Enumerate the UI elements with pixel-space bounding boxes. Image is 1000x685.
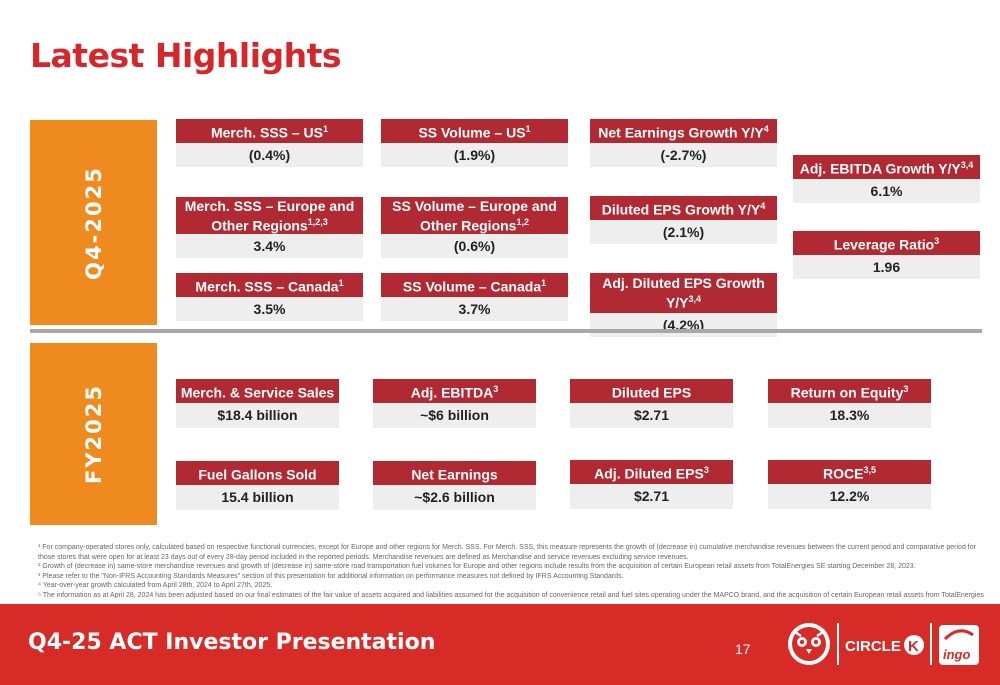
card-value: (1.9%): [381, 142, 568, 167]
card-leverage-ratio: Leverage Ratio3 1.96: [793, 231, 980, 279]
card-value: (4.2%): [590, 312, 777, 337]
card-value: (0.4%): [176, 142, 363, 167]
card-value: 3.7%: [381, 296, 568, 321]
card-roce: ROCE3,5 12.2%: [768, 460, 931, 509]
couche-tard-logo-icon: [788, 623, 830, 665]
footnote-5: ⁵ The information as at April 28, 2024 h…: [38, 591, 986, 599]
card-value: 1.96: [793, 254, 980, 279]
card-header: Diluted EPS: [570, 379, 733, 403]
card-header: Net Earnings: [373, 461, 536, 485]
card-ss-volume-us: SS Volume – US1 (1.9%): [381, 119, 568, 167]
card-diluted-eps-growth: Diluted EPS Growth Y/Y4 (2.1%): [590, 196, 777, 244]
ingo-logo-icon: ingo: [939, 625, 979, 665]
card-adj-diluted-eps-growth: Adj. Diluted EPS Growth Y/Y3,4 (4.2%): [590, 273, 777, 337]
card-header: Adj. Diluted EPS Growth Y/Y3,4: [590, 273, 777, 313]
section-divider: [30, 329, 982, 333]
card-ss-volume-canada: SS Volume – Canada1 3.7%: [381, 273, 568, 321]
card-header: ROCE3,5: [768, 460, 931, 484]
card-value: ~$6 billion: [373, 402, 536, 428]
card-value: $2.71: [570, 483, 733, 509]
footnote-4: ⁴ Year-over-year growth calculated from …: [38, 582, 273, 589]
card-value: 15.4 billion: [176, 484, 339, 510]
svg-text:CIRCLE: CIRCLE: [845, 638, 901, 655]
q4-section-label: Q4-2025: [81, 165, 106, 280]
circle-k-logo-icon: CIRCLE K: [845, 635, 924, 655]
presentation-title: Q4-25 ACT Investor Presentation: [28, 630, 436, 655]
card-header: Leverage Ratio3: [793, 231, 980, 255]
logo-divider-2: [930, 623, 932, 665]
card-header: Adj. Diluted EPS3: [570, 460, 733, 484]
card-header: SS Volume – Canada1: [381, 273, 568, 297]
card-merch-sss-europe: Merch. SSS – Europe and Other Regions1,2…: [176, 197, 363, 258]
card-header: Net Earnings Growth Y/Y4: [590, 119, 777, 143]
footnote-2: ² Growth of (decrease in) same-store mer…: [38, 563, 916, 570]
q4-section-label-panel: Q4-2025: [30, 120, 157, 325]
card-header: Fuel Gallons Sold: [176, 461, 339, 485]
card-value: (2.1%): [590, 219, 777, 244]
card-adj-ebitda-growth: Adj. EBITDA Growth Y/Y3,4 6.1%: [793, 155, 980, 203]
card-value: $18.4 billion: [176, 402, 339, 428]
card-fuel-gallons-sold: Fuel Gallons Sold 15.4 billion: [176, 461, 339, 510]
footer-bar: Q4-25 ACT Investor Presentation 17 CIRCL…: [0, 604, 1000, 685]
card-header: Merch. & Service Sales: [176, 379, 339, 403]
footnote-1: ¹ For company-operated stores only, calc…: [38, 544, 976, 561]
card-net-earnings-growth: Net Earnings Growth Y/Y4 (-2.7%): [590, 119, 777, 167]
svg-text:K: K: [908, 638, 919, 655]
svg-text:ingo: ingo: [943, 647, 970, 662]
card-value: (-2.7%): [590, 142, 777, 167]
page-title: Latest Highlights: [30, 36, 342, 75]
card-value: 18.3%: [768, 402, 931, 428]
logo-divider-1: [837, 623, 839, 665]
card-header: Merch. SSS – Canada1: [176, 273, 363, 297]
card-value: 12.2%: [768, 483, 931, 509]
fy-section-label-panel: FY2025: [30, 343, 157, 525]
card-diluted-eps: Diluted EPS $2.71: [570, 379, 733, 428]
footnotes: ¹ For company-operated stores only, calc…: [38, 543, 986, 600]
card-value: 6.1%: [793, 178, 980, 203]
fy-section-label: FY2025: [81, 384, 106, 484]
card-header: Merch. SSS – US1: [176, 119, 363, 143]
card-value: 3.4%: [176, 234, 363, 258]
card-header: SS Volume – US1: [381, 119, 568, 143]
card-net-earnings: Net Earnings ~$2.6 billion: [373, 461, 536, 510]
card-header: Diluted EPS Growth Y/Y4: [590, 196, 777, 220]
card-header: Adj. EBITDA Growth Y/Y3,4: [793, 155, 980, 179]
card-merch-sss-us: Merch. SSS – US1 (0.4%): [176, 119, 363, 167]
card-value: 3.5%: [176, 296, 363, 321]
brand-logos: CIRCLE K ingo: [788, 623, 979, 665]
card-merch-service-sales: Merch. & Service Sales $18.4 billion: [176, 379, 339, 428]
card-ss-volume-europe: SS Volume – Europe and Other Regions1,2 …: [381, 197, 568, 258]
card-adj-diluted-eps: Adj. Diluted EPS3 $2.71: [570, 460, 733, 509]
card-header: Adj. EBITDA3: [373, 379, 536, 403]
card-adj-ebitda: Adj. EBITDA3 ~$6 billion: [373, 379, 536, 428]
page-number: 17: [735, 641, 751, 657]
card-value: $2.71: [570, 402, 733, 428]
card-header: SS Volume – Europe and Other Regions1,2: [381, 197, 568, 234]
card-merch-sss-canada: Merch. SSS – Canada1 3.5%: [176, 273, 363, 321]
footnote-3: ³ Please refer to the "Non-IFRS Accounti…: [38, 572, 624, 580]
card-return-on-equity: Return on Equity3 18.3%: [768, 379, 931, 428]
card-header: Merch. SSS – Europe and Other Regions1,2…: [176, 197, 363, 234]
card-value: ~$2.6 billion: [373, 484, 536, 510]
card-header: Return on Equity3: [768, 379, 931, 403]
card-value: (0.6%): [381, 234, 568, 258]
